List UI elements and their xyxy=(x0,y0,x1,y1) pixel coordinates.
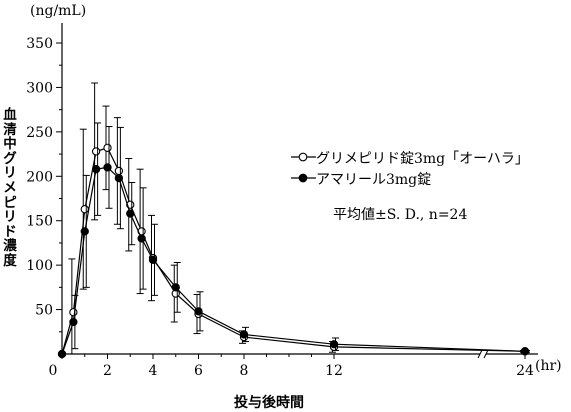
series-1-point xyxy=(91,147,101,156)
y-tick-label: 150 xyxy=(26,214,53,230)
y-tick-label: 350 xyxy=(26,36,53,52)
series-2-point xyxy=(171,283,180,292)
y-tick-label: 250 xyxy=(26,125,53,141)
legend-label-series-1: グリメピリド錠3mg「オーハラ」 xyxy=(316,151,529,167)
x-tick-label: 4 xyxy=(149,363,158,379)
series-2-point xyxy=(91,165,101,174)
x-tick-label: 6 xyxy=(194,363,203,379)
y-axis-title-char: 度 xyxy=(3,252,17,269)
y-tick-label: 200 xyxy=(26,169,53,185)
stats-annotation: 平均値±S. D., n=24 xyxy=(333,207,468,223)
series-2-point xyxy=(126,209,135,218)
y-axis-title-char: リ xyxy=(3,209,17,226)
legend-marker-series-2 xyxy=(298,173,308,183)
y-axis-title-char: ド xyxy=(3,223,17,240)
x-axis-title: 投与後時間 xyxy=(234,395,304,411)
y-axis-title-char: 血 xyxy=(3,107,17,123)
series-2-point xyxy=(137,234,146,243)
series-2-point xyxy=(329,340,339,349)
series-2-point xyxy=(80,227,89,236)
series-1-point xyxy=(103,143,112,153)
series-2-point xyxy=(194,307,203,316)
x-axis-break-mark xyxy=(477,349,489,359)
legend-label-series-2: アマリール3mg錠 xyxy=(316,172,432,188)
y-axis-title-char: メ xyxy=(3,179,17,196)
y-axis-title-char: リ xyxy=(3,165,17,182)
x-axis-unit: (hr) xyxy=(535,358,562,374)
series-2-point xyxy=(103,163,112,172)
x-tick-label: 8 xyxy=(240,363,249,379)
y-axis-unit: (ng/mL) xyxy=(30,3,87,19)
y-tick-label: 50 xyxy=(35,303,53,319)
y-axis-title: 血清中グリメピリド濃度 xyxy=(0,108,20,269)
series-2-point xyxy=(239,330,249,339)
y-tick-label: 300 xyxy=(26,80,53,96)
y-axis-title-char: 清 xyxy=(3,121,17,138)
series-2-point xyxy=(69,317,78,327)
series-2-point xyxy=(520,347,530,356)
series-1-point xyxy=(80,205,89,214)
x-tick-label: 12 xyxy=(325,363,343,379)
y-axis-title-char: グ xyxy=(3,150,17,167)
series-2-line xyxy=(61,166,526,355)
y-axis-title-char: 中 xyxy=(3,136,17,153)
y-axis-title-char: ピ xyxy=(3,194,17,211)
series-2-point xyxy=(57,349,67,359)
x-tick-label: 2 xyxy=(103,363,112,379)
y-axis-title-char: 濃 xyxy=(3,238,17,255)
x-tick-label: 0 xyxy=(49,363,58,379)
series-1-point xyxy=(69,308,78,317)
series-1-point xyxy=(114,166,124,176)
series-2-point xyxy=(148,255,158,264)
series-2-point xyxy=(114,173,124,183)
y-tick-label: 100 xyxy=(26,258,53,274)
legend-marker-series-1 xyxy=(298,152,308,162)
x-tick-label: 24 xyxy=(516,363,534,379)
